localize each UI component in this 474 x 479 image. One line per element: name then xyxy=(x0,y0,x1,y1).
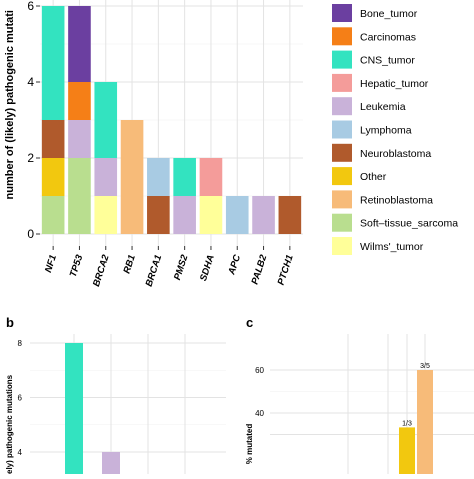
bar-annotation: 3/5 xyxy=(420,363,430,370)
legend: Bone_tumor Carcinomas CNS_tumor Hepatic_tum… xyxy=(332,4,458,255)
bar-segment xyxy=(94,196,118,234)
panel-c-y-axis-label: % mutated xyxy=(245,424,254,465)
bar-segment xyxy=(41,120,65,158)
bar-segment xyxy=(41,6,65,120)
bar-segment xyxy=(68,82,91,120)
legend-label: Leukemia xyxy=(360,101,406,113)
panel-b-background xyxy=(30,334,226,474)
legend-label: Bone_tumor xyxy=(360,8,418,20)
x-tick-label: SDHA xyxy=(198,253,217,282)
y-tick-label: 40 xyxy=(255,409,264,418)
panel-a-chart: 0 2 4 6 NF1 TP53 BRCA2 RB1 BRCA1 PMS2 SDHA APC PALB… xyxy=(4,0,303,288)
legend-label: Lymphoma xyxy=(360,125,412,137)
x-tick-label: BRCA1 xyxy=(144,254,165,289)
panel-c-letter: c xyxy=(246,315,253,330)
legend-swatch xyxy=(332,4,352,22)
bar-segment xyxy=(147,158,170,196)
bar-segment xyxy=(41,196,65,234)
panel-b-letter: b xyxy=(6,315,14,330)
x-tick-label: RB1 xyxy=(122,254,138,275)
bar-segment xyxy=(94,82,118,158)
bar-segment xyxy=(278,196,302,234)
legend-swatch xyxy=(332,27,352,46)
bar-segment xyxy=(120,120,144,234)
y-tick-label: 6 xyxy=(27,0,34,13)
legend-swatch xyxy=(332,213,352,232)
panel-a-x-ticks: NF1 TP53 BRCA2 RB1 BRCA1 PMS2 SDHA APC PALB2 PTCH… xyxy=(43,246,296,288)
y-tick-label: 4 xyxy=(18,448,23,457)
x-tick-label: TP53 xyxy=(68,253,86,279)
bar xyxy=(399,427,415,474)
legend-label: Carcinomas xyxy=(360,31,416,43)
legend-swatch xyxy=(332,73,352,92)
panel-c-annotations: 1/3 3/5 xyxy=(402,363,430,427)
bar-annotation: 1/3 xyxy=(402,420,412,427)
x-tick-label: NF1 xyxy=(43,254,59,274)
bar-segment xyxy=(225,196,249,234)
legend-label: Other xyxy=(360,171,387,183)
bar-segment xyxy=(68,158,91,234)
y-tick-label: 0 xyxy=(27,227,34,241)
x-tick-label: APC xyxy=(226,253,243,277)
y-tick-label: 60 xyxy=(255,366,264,375)
panel-c-bars xyxy=(399,370,433,474)
x-tick-label: BRCA2 xyxy=(91,253,112,288)
x-tick-label: PALB2 xyxy=(250,253,270,286)
legend-swatch xyxy=(332,143,352,162)
panel-b-chart: b 4 6 8 ely) pathogenic mutations xyxy=(5,315,226,474)
bar xyxy=(102,452,120,474)
x-tick-label: PTCH1 xyxy=(276,254,296,287)
bar-segment xyxy=(199,196,223,234)
legend-swatch xyxy=(332,237,352,255)
panel-c-chart: c 40 60 1/3 3/5 % mutated xyxy=(245,315,474,474)
panel-a-y-ticks: 0 2 4 6 xyxy=(27,0,40,241)
bar-segment xyxy=(68,6,91,82)
panel-a-y-axis-label: number of (likely) pathogenic mutati xyxy=(4,10,16,199)
panel-c-y-ticks: 40 60 xyxy=(255,366,264,418)
bar-segment xyxy=(173,196,196,234)
y-tick-label: 8 xyxy=(18,339,23,348)
bar xyxy=(417,370,433,474)
legend-swatch xyxy=(332,97,352,116)
panel-b-bars xyxy=(65,343,120,474)
legend-swatch xyxy=(332,120,352,139)
y-tick-label: 6 xyxy=(18,394,23,403)
bar-segment xyxy=(173,158,196,196)
legend-swatch xyxy=(332,50,352,69)
legend-swatch xyxy=(332,167,352,186)
y-tick-label: 4 xyxy=(27,75,34,89)
legend-label: Wilms'_tumor xyxy=(360,241,424,253)
legend-label: Neuroblastoma xyxy=(360,148,431,160)
legend-label: Soft–tissue_sarcoma xyxy=(360,218,458,230)
bar-segment xyxy=(68,120,91,158)
bar xyxy=(65,343,83,474)
bar-segment xyxy=(252,196,275,234)
panel-b-y-axis-label: ely) pathogenic mutations xyxy=(5,374,14,474)
legend-label: CNS_tumor xyxy=(360,55,415,67)
y-tick-label: 2 xyxy=(27,151,34,165)
legend-swatch xyxy=(332,190,352,209)
bar-segment xyxy=(94,158,118,196)
bar-segment xyxy=(199,158,223,196)
panel-c-background xyxy=(270,334,474,474)
bar-segment xyxy=(41,158,65,196)
x-tick-label: PMS2 xyxy=(172,253,191,282)
legend-label: Retinoblastoma xyxy=(360,194,433,206)
legend-label: Hepatic_tumor xyxy=(360,78,429,90)
panel-a-bars xyxy=(41,6,302,234)
bar-segment xyxy=(147,196,170,234)
panel-b-y-ticks: 4 6 8 xyxy=(18,339,23,457)
